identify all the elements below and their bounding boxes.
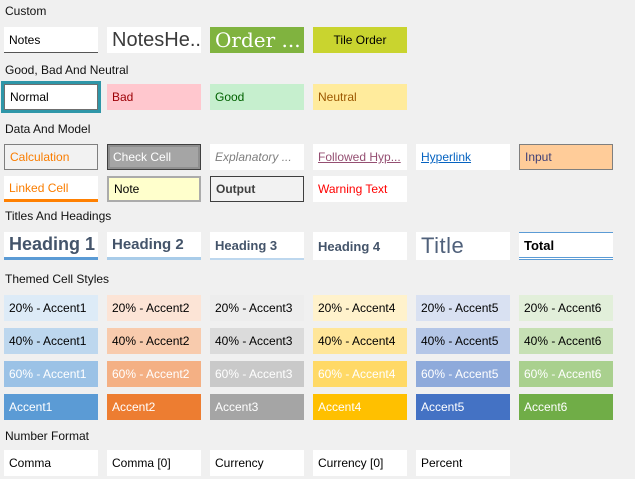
style-tile-heading-3[interactable]: Heading 3 — [210, 232, 304, 260]
style-tile-40-accent3[interactable]: 40% - Accent3 — [210, 328, 304, 354]
style-tile-40-accent1[interactable]: 40% - Accent1 — [4, 328, 98, 354]
themed-20-row: 20% - Accent1 20% - Accent2 20% - Accent… — [0, 295, 635, 321]
style-tile-note[interactable]: Note — [107, 176, 201, 202]
style-tile-comma[interactable]: Comma — [4, 450, 98, 476]
section-label-themed-cell-styles: Themed Cell Styles — [5, 272, 110, 286]
style-tile-title[interactable]: Title — [416, 232, 510, 260]
style-tile-20-accent1[interactable]: 20% - Accent1 — [4, 295, 98, 321]
custom-styles-row: Notes NotesHe... Order ... Tile Order — [0, 27, 635, 53]
style-tile-percent[interactable]: Percent — [416, 450, 510, 476]
style-tile-heading-1[interactable]: Heading 1 — [4, 232, 98, 260]
style-tile-linked-cell[interactable]: Linked Cell — [4, 176, 98, 202]
number-format-row: Comma Comma [0] Currency Currency [0] Pe… — [0, 450, 635, 476]
style-tile-normal[interactable]: Normal — [4, 84, 98, 110]
data-and-model-row-1: Calculation Check Cell Explanatory ... F… — [0, 144, 635, 170]
style-tile-40-accent5[interactable]: 40% - Accent5 — [416, 328, 510, 354]
style-tile-40-accent2[interactable]: 40% - Accent2 — [107, 328, 201, 354]
style-tile-explanatory-text[interactable]: Explanatory ... — [210, 144, 304, 170]
data-and-model-row-2: Linked Cell Note Output Warning Text — [0, 176, 635, 202]
style-tile-order[interactable]: Order ... — [210, 27, 304, 53]
style-tile-40-accent6[interactable]: 40% - Accent6 — [519, 328, 613, 354]
style-tile-tile-order[interactable]: Tile Order — [313, 27, 407, 53]
style-tile-bad[interactable]: Bad — [107, 84, 201, 110]
themed-60-row: 60% - Accent1 60% - Accent2 60% - Accent… — [0, 361, 635, 387]
section-label-good-bad-neutral: Good, Bad And Neutral — [5, 63, 129, 77]
good-bad-neutral-row: Normal Bad Good Neutral — [0, 84, 635, 110]
style-tile-accent5[interactable]: Accent5 — [416, 394, 510, 420]
style-tile-60-accent3[interactable]: 60% - Accent3 — [210, 361, 304, 387]
style-tile-calculation[interactable]: Calculation — [4, 144, 98, 170]
style-tile-20-accent3[interactable]: 20% - Accent3 — [210, 295, 304, 321]
style-tile-noteshead[interactable]: NotesHe... — [107, 27, 201, 53]
style-tile-heading-2[interactable]: Heading 2 — [107, 232, 201, 260]
style-tile-accent1[interactable]: Accent1 — [4, 394, 98, 420]
titles-and-headings-row: Heading 1 Heading 2 Heading 3 Heading 4 … — [0, 232, 635, 260]
section-label-data-and-model: Data And Model — [5, 122, 91, 136]
style-tile-total[interactable]: Total — [519, 232, 613, 260]
style-tile-60-accent6[interactable]: 60% - Accent6 — [519, 361, 613, 387]
style-tile-check-cell[interactable]: Check Cell — [107, 144, 201, 170]
style-tile-input[interactable]: Input — [519, 144, 613, 170]
style-tile-hyperlink[interactable]: Hyperlink — [416, 144, 510, 170]
section-label-number-format: Number Format — [5, 429, 90, 443]
style-tile-warning-text[interactable]: Warning Text — [313, 176, 407, 202]
style-tile-currency[interactable]: Currency — [210, 450, 304, 476]
style-tile-comma-0[interactable]: Comma [0] — [107, 450, 201, 476]
style-tile-notes[interactable]: Notes — [4, 27, 98, 53]
style-tile-20-accent6[interactable]: 20% - Accent6 — [519, 295, 613, 321]
style-tile-currency-0[interactable]: Currency [0] — [313, 450, 407, 476]
style-tile-output[interactable]: Output — [210, 176, 304, 202]
section-label-custom: Custom — [5, 4, 47, 18]
style-tile-neutral[interactable]: Neutral — [313, 84, 407, 110]
style-tile-followed-hyperlink[interactable]: Followed Hyp... — [313, 144, 407, 170]
style-tile-40-accent4[interactable]: 40% - Accent4 — [313, 328, 407, 354]
style-tile-heading-4[interactable]: Heading 4 — [313, 232, 407, 260]
style-tile-accent4[interactable]: Accent4 — [313, 394, 407, 420]
style-tile-20-accent5[interactable]: 20% - Accent5 — [416, 295, 510, 321]
style-tile-60-accent4[interactable]: 60% - Accent4 — [313, 361, 407, 387]
style-tile-accent6[interactable]: Accent6 — [519, 394, 613, 420]
style-tile-accent3[interactable]: Accent3 — [210, 394, 304, 420]
style-tile-20-accent4[interactable]: 20% - Accent4 — [313, 295, 407, 321]
style-tile-60-accent1[interactable]: 60% - Accent1 — [4, 361, 98, 387]
themed-40-row: 40% - Accent1 40% - Accent2 40% - Accent… — [0, 328, 635, 354]
cell-styles-gallery: Custom Notes NotesHe... Order ... Tile O… — [0, 4, 635, 476]
section-label-titles-and-headings: Titles And Headings — [5, 209, 112, 223]
themed-accent-row: Accent1 Accent2 Accent3 Accent4 Accent5 … — [0, 394, 635, 420]
style-tile-20-accent2[interactable]: 20% - Accent2 — [107, 295, 201, 321]
style-tile-60-accent5[interactable]: 60% - Accent5 — [416, 361, 510, 387]
style-tile-good[interactable]: Good — [210, 84, 304, 110]
style-tile-60-accent2[interactable]: 60% - Accent2 — [107, 361, 201, 387]
style-tile-accent2[interactable]: Accent2 — [107, 394, 201, 420]
